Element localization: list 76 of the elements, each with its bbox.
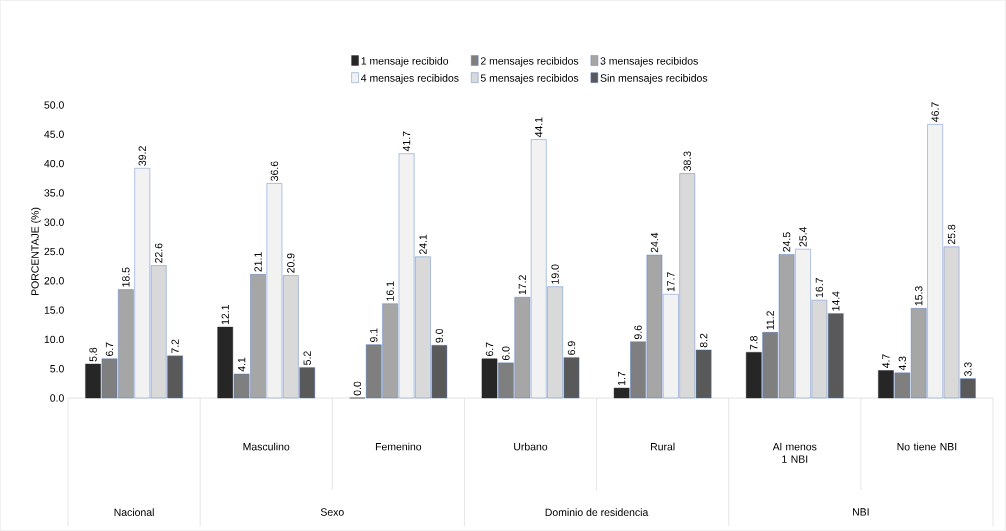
y-axis-title: PORCENTAJE (%) bbox=[31, 207, 41, 295]
data-label: 24.5 bbox=[782, 232, 791, 252]
data-label: 8.2 bbox=[699, 333, 708, 348]
x-tick-label: Femenino bbox=[375, 442, 422, 451]
data-label: 24.4 bbox=[650, 232, 659, 253]
y-tick-label: 5.0 bbox=[50, 365, 64, 373]
data-label: 11.2 bbox=[766, 311, 774, 330]
bar bbox=[85, 363, 101, 399]
data-label: 46.7 bbox=[931, 102, 939, 122]
legend-label: Sin mensajes recibidos bbox=[600, 74, 708, 84]
data-label: 17.2 bbox=[518, 275, 526, 295]
y-tick-label: 30.0 bbox=[44, 218, 64, 226]
data-label: 5.2 bbox=[303, 351, 311, 365]
legend-label: 3 mensajes recibidos bbox=[600, 56, 698, 67]
data-label: 7.8 bbox=[750, 336, 758, 350]
data-label: 24.1 bbox=[419, 234, 427, 255]
data-label: 12.1 bbox=[221, 305, 229, 325]
data-label: 18.5 bbox=[122, 267, 130, 287]
data-label: 16.1 bbox=[386, 281, 394, 301]
data-label: 17.7 bbox=[667, 272, 675, 292]
y-tick-label: 25.0 bbox=[44, 247, 64, 256]
data-label: 9.6 bbox=[634, 325, 642, 340]
data-label: 0.0 bbox=[353, 381, 362, 396]
y-tick-label: 15.0 bbox=[44, 306, 64, 314]
text: Sexo bbox=[320, 508, 344, 516]
data-label: 39.2 bbox=[138, 146, 146, 166]
x-tick-label: No tiene NBI bbox=[897, 442, 957, 451]
data-label: 6.0 bbox=[502, 346, 510, 361]
y-tick-label: 40.0 bbox=[44, 159, 64, 168]
data-label: 6.7 bbox=[485, 342, 494, 357]
data-label: 20.9 bbox=[287, 253, 295, 273]
data-label: 4.1 bbox=[238, 357, 246, 372]
data-label: 9.0 bbox=[435, 328, 444, 343]
x-tick-label: Al menos 1 NBI bbox=[772, 442, 817, 463]
text: Dominio de residencia bbox=[545, 508, 649, 517]
data-label: 38.3 bbox=[683, 151, 691, 171]
data-label: 16.7 bbox=[815, 278, 824, 298]
data-label: 25.4 bbox=[799, 226, 807, 247]
data-label: 22.6 bbox=[154, 243, 163, 263]
data-label: 19.0 bbox=[551, 264, 559, 284]
y-tick-label: 20.0 bbox=[44, 277, 64, 285]
data-label: 6.9 bbox=[567, 341, 576, 355]
data-label: 36.6 bbox=[270, 161, 279, 181]
data-label: 5.8 bbox=[89, 347, 97, 362]
bar bbox=[613, 387, 630, 399]
y-tick-label: 10.0 bbox=[44, 335, 64, 344]
x-tick-label: Masculino bbox=[243, 442, 290, 451]
y-tick-label: 45.0 bbox=[44, 130, 64, 139]
x-tick-label: Rural bbox=[651, 442, 675, 451]
data-label: 14.4 bbox=[832, 291, 840, 311]
bar bbox=[746, 352, 762, 399]
legend-label: 2 mensajes recibidos bbox=[480, 56, 579, 67]
data-label: 6.7 bbox=[105, 342, 114, 357]
legend-label: 4 mensajes recibidos bbox=[361, 74, 459, 84]
data-label: 25.8 bbox=[947, 224, 956, 245]
x-tick-label: Urbano bbox=[514, 442, 548, 451]
data-label: 9.1 bbox=[370, 328, 378, 342]
text: NBI bbox=[853, 508, 869, 516]
bar bbox=[878, 370, 894, 399]
data-label: 15.3 bbox=[915, 286, 923, 306]
data-label: 21.1 bbox=[254, 252, 262, 272]
data-label: 4.7 bbox=[882, 354, 890, 369]
data-label: 4.3 bbox=[898, 356, 907, 371]
data-label: 1.7 bbox=[618, 371, 626, 386]
y-tick-label: 35.0 bbox=[44, 189, 64, 197]
legend-label: 1 mensaje recibido bbox=[361, 56, 449, 67]
bar bbox=[481, 358, 498, 399]
bar bbox=[217, 326, 234, 399]
legend-label: 5 mensajes recibidos bbox=[480, 74, 579, 84]
data-label: 3.3 bbox=[964, 362, 972, 377]
data-label: 44.1 bbox=[535, 117, 543, 138]
y-tick-label: 0.0 bbox=[50, 394, 64, 402]
text: Nacional bbox=[114, 508, 154, 517]
data-label: 41.7 bbox=[402, 131, 411, 152]
y-tick-label: 50.0 bbox=[44, 101, 64, 109]
data-label: 7.2 bbox=[171, 339, 179, 354]
